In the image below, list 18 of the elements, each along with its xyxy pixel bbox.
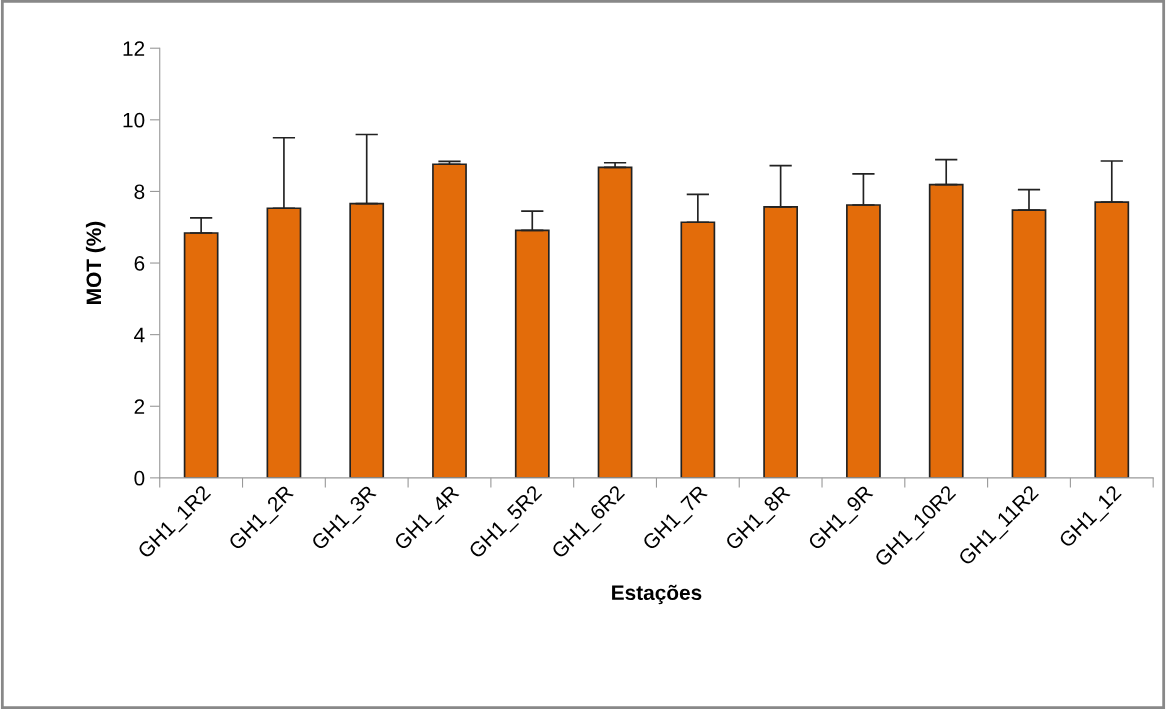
bar	[266, 207, 302, 478]
bar	[432, 163, 467, 478]
bar	[1011, 209, 1047, 478]
bar	[597, 166, 633, 478]
bar	[846, 204, 881, 478]
bar	[1094, 201, 1130, 478]
y-tick-label: 10	[123, 112, 145, 128]
x-axis-title: Estações	[612, 584, 702, 605]
y-tick-label: 8	[134, 184, 145, 200]
y-tick-label: 12	[123, 41, 145, 56]
bar	[183, 232, 219, 478]
y-tick-label: 6	[134, 256, 145, 271]
y-tick-label: 4	[134, 327, 145, 343]
y-axis-title: MOT (%)	[85, 221, 106, 304]
bar	[680, 221, 716, 478]
y-tick-label: 2	[134, 399, 145, 414]
bar	[763, 205, 799, 478]
y-tick-label: 0	[134, 470, 145, 486]
